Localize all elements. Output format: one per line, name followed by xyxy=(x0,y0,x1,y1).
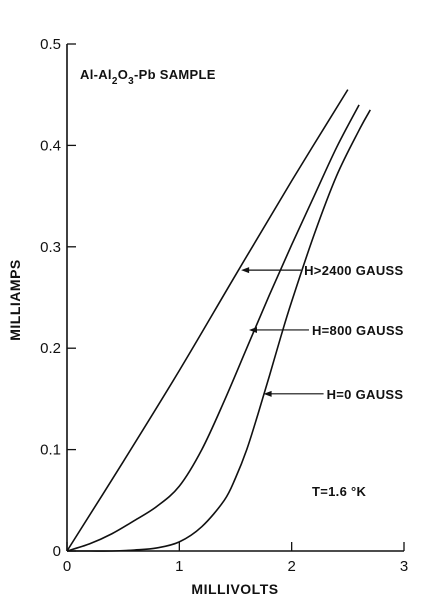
sample-label-suffix: -Pb SAMPLE xyxy=(134,67,216,82)
x-tick-label: 0 xyxy=(63,558,71,575)
y-axis-label: MILLIAMPS xyxy=(7,259,23,341)
x-tick-label: 1 xyxy=(175,558,183,575)
y-tick-label: 0 xyxy=(53,543,61,560)
series-label: H=0 GAUSS xyxy=(327,387,404,402)
y-tick-label: 0.5 xyxy=(40,36,61,53)
sample-label-mid: O xyxy=(118,67,128,82)
series-line-h-2400-gauss xyxy=(66,89,349,552)
arrowhead xyxy=(248,326,257,333)
axes xyxy=(66,44,404,552)
ticks: 0 1 2 300.10.20.30.40.5 xyxy=(40,36,408,575)
x-axis-label: MILLIVOLTS xyxy=(191,581,278,597)
y-tick-label: 0.3 xyxy=(40,239,61,256)
sample-label-sub1: 2 xyxy=(112,76,118,87)
arrowhead xyxy=(263,390,272,397)
x-tick-label: 2 xyxy=(287,558,295,575)
curves xyxy=(66,89,371,552)
sample-label: Al-Al2O3-Pb SAMPLE xyxy=(80,67,216,87)
y-tick-label: 0.4 xyxy=(40,137,61,154)
series-line-h-0-gauss xyxy=(67,109,371,552)
sample-label-sub2: 3 xyxy=(128,76,134,87)
arrowhead xyxy=(241,267,250,274)
y-tick-label: 0.1 xyxy=(40,442,61,459)
series-label: H>2400 GAUSS xyxy=(304,263,403,278)
y-tick-label: 0.2 xyxy=(40,340,61,357)
series-line-h-800-gauss xyxy=(66,104,360,552)
series-label: H=800 GAUSS xyxy=(312,323,404,338)
temperature-annotation: T=1.6 °K xyxy=(312,484,367,499)
x-tick-label: 3 xyxy=(400,558,408,575)
sample-label-prefix: Al-Al xyxy=(80,67,112,82)
annotations: H>2400 GAUSS H=800 GAUSS H=0 GAUSS xyxy=(241,263,404,402)
